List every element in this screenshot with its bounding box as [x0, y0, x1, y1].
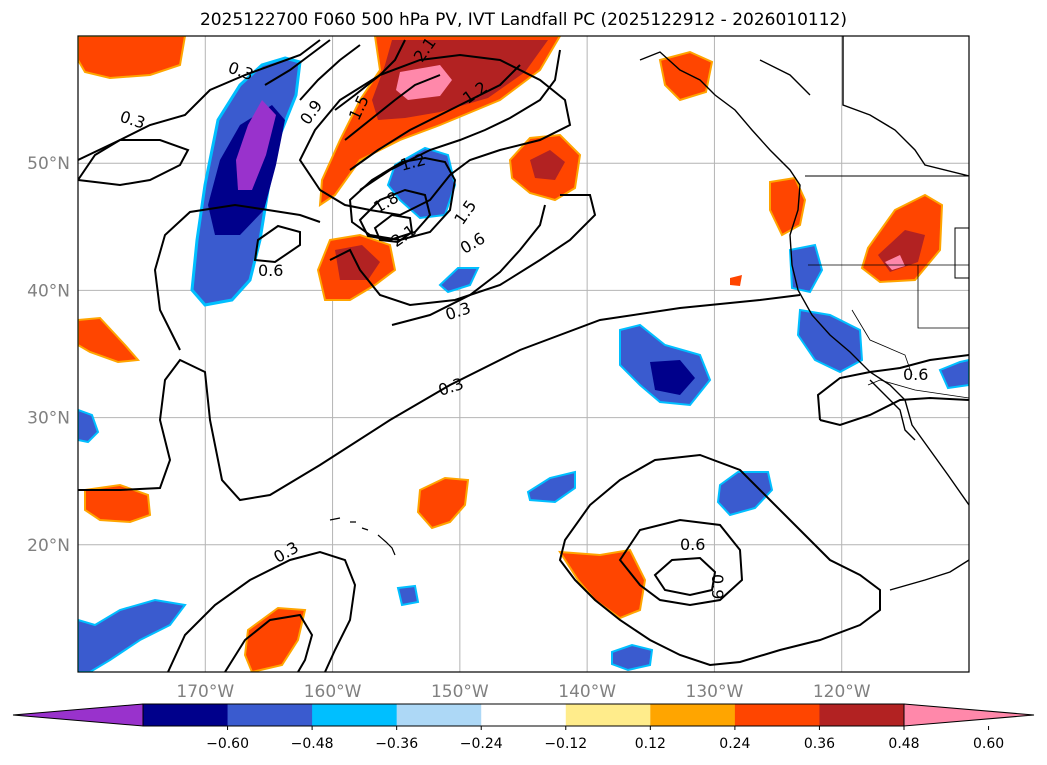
- contour-label: 0.6: [680, 535, 705, 554]
- lat-tick-label: 30°N: [27, 409, 70, 429]
- contour-label: 0.6: [903, 365, 928, 384]
- pv-contours: [78, 39, 969, 672]
- shade-positive: [78, 316, 141, 364]
- shade-negative: [78, 598, 187, 672]
- colorbar-segment: [227, 704, 313, 726]
- lon-tick-label: 130°W: [686, 682, 744, 702]
- colorbar-extend-high: [903, 703, 1035, 727]
- lon-tick-label: 170°W: [176, 682, 234, 702]
- map-frame: [77, 35, 970, 673]
- pc-shading: [78, 36, 969, 672]
- shade-negative: [788, 243, 824, 294]
- colorbar-tick-label: −0.48: [291, 736, 334, 752]
- colorbar-segment: [819, 704, 905, 726]
- lat-tick-label: 40°N: [27, 281, 70, 301]
- colorbar-tick-label: −0.12: [544, 736, 587, 752]
- shade-positive: [558, 548, 647, 620]
- colorbar-tick-label: 0.48: [888, 736, 919, 752]
- colorbar: −0.60 −0.48 −0.36 −0.24 −0.12 0.12 0.24 0.36 0.4…: [12, 703, 1035, 752]
- figure-title: 2025122700 F060 500 hPa PV, IVT Landfall…: [199, 10, 847, 30]
- shade-negative: [796, 308, 864, 374]
- shade-positive: [396, 65, 452, 100]
- colorbar-segment: [396, 704, 482, 726]
- colorbar-tick-label: 0.60: [973, 736, 1004, 752]
- shade-negative: [236, 100, 276, 190]
- colorbar-tick-label: −0.60: [206, 736, 249, 752]
- shade-negative: [78, 408, 100, 444]
- shade-positive: [372, 40, 548, 120]
- shade-positive: [335, 245, 380, 280]
- shade-negative: [438, 267, 480, 294]
- colorbar-tick-label: 0.36: [804, 736, 835, 752]
- colorbar-segment: [481, 704, 567, 726]
- shade-positive: [78, 36, 187, 80]
- shade-negative: [396, 584, 420, 607]
- shade-positive: [84, 483, 152, 524]
- lat-tick-label: 20°N: [27, 536, 70, 556]
- contour-label: 0.9: [708, 574, 727, 599]
- lon-tick-label: 160°W: [304, 682, 362, 702]
- shade-negative: [938, 358, 969, 390]
- colorbar-tick-label: 0.12: [635, 736, 666, 752]
- lon-tick-label: 120°W: [813, 682, 871, 702]
- shade-negative: [526, 470, 576, 504]
- longitude-labels: 170°W 160°W 150°W 140°W 130°W 120°W: [176, 682, 870, 702]
- lon-tick-label: 140°W: [558, 682, 616, 702]
- shade-positive: [730, 275, 742, 286]
- shade-positive: [416, 476, 470, 530]
- shade-positive: [243, 606, 307, 672]
- colorbar-tick-label: −0.36: [375, 736, 418, 752]
- colorbar-segment: [565, 704, 651, 726]
- colorbar-segment: [143, 704, 229, 726]
- lon-tick-label: 150°W: [431, 682, 489, 702]
- colorbar-tick-label: 0.24: [719, 736, 750, 752]
- shade-positive: [530, 150, 565, 180]
- shade-negative: [611, 643, 654, 672]
- contour-label: 0.6: [258, 261, 283, 280]
- colorbar-segment: [734, 704, 820, 726]
- colorbar-extend-low: [12, 703, 144, 727]
- colorbar-segment: [312, 704, 398, 726]
- lat-tick-label: 50°N: [27, 154, 70, 174]
- shade-positive: [885, 255, 905, 270]
- shade-negative: [650, 360, 695, 395]
- colorbar-tick-label: −0.24: [460, 736, 503, 752]
- colorbar-outline: [142, 703, 905, 727]
- coastlines: [329, 36, 969, 591]
- latitude-labels: 50°N 40°N 30°N 20°N: [27, 154, 70, 556]
- colorbar-segment: [650, 704, 736, 726]
